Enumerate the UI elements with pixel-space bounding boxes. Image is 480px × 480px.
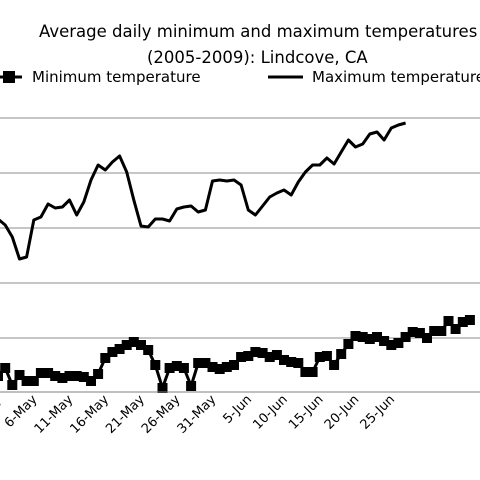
marker-minimum xyxy=(0,363,11,373)
series-line-maximum xyxy=(0,121,407,261)
marker-minimum xyxy=(464,315,475,325)
marker-minimum xyxy=(321,351,332,361)
marker-minimum xyxy=(143,345,154,355)
marker-minimum xyxy=(293,358,304,368)
legend-label-maximum: Maximum temperature xyxy=(312,68,480,86)
marker-minimum xyxy=(457,317,468,327)
marker-minimum xyxy=(71,371,82,381)
marker-minimum xyxy=(443,316,454,326)
marker-minimum xyxy=(271,350,282,360)
legend-label-minimum: Minimum temperature xyxy=(32,68,201,86)
marker-minimum xyxy=(7,380,18,390)
marker-minimum xyxy=(114,344,125,354)
marker-minimum xyxy=(57,373,68,383)
marker-minimum xyxy=(236,352,247,362)
marker-minimum xyxy=(379,336,390,346)
marker-minimum xyxy=(350,331,361,341)
legend: Minimum temperature Maximum temperature xyxy=(0,68,480,86)
marker-minimum xyxy=(193,358,204,368)
marker-minimum xyxy=(286,357,297,367)
marker-minimum xyxy=(393,338,404,348)
marker-minimum xyxy=(307,367,318,377)
marker-minimum xyxy=(157,383,168,393)
marker-minimum xyxy=(35,368,46,378)
gridlines xyxy=(0,117,480,339)
marker-minimum xyxy=(436,326,447,336)
legend-marker-minimum xyxy=(3,71,15,83)
marker-minimum xyxy=(186,381,197,391)
marker-minimum xyxy=(243,351,254,361)
marker-minimum xyxy=(314,352,325,362)
chart-title-line-2: (2005-2009): Lindcove, CA xyxy=(147,48,368,67)
marker-minimum xyxy=(14,370,25,380)
marker-minimum xyxy=(257,348,268,358)
marker-minimum xyxy=(386,340,397,350)
marker-minimum xyxy=(200,358,211,368)
marker-minimum xyxy=(171,361,182,371)
marker-minimum xyxy=(357,332,368,342)
marker-minimum xyxy=(64,371,75,381)
marker-minimum xyxy=(128,337,139,347)
series-markers-minimum xyxy=(0,315,475,393)
marker-minimum xyxy=(450,324,461,334)
marker-minimum xyxy=(136,340,146,350)
marker-minimum xyxy=(250,347,261,357)
marker-minimum xyxy=(93,369,104,379)
marker-minimum xyxy=(279,355,289,365)
marker-minimum xyxy=(121,340,132,350)
marker-minimum xyxy=(364,334,375,344)
marker-minimum xyxy=(21,376,32,386)
chart-title-line-1: Average daily minimum and maximum temper… xyxy=(39,22,477,41)
marker-minimum xyxy=(214,364,225,374)
marker-minimum xyxy=(28,376,39,386)
marker-minimum xyxy=(100,353,111,363)
marker-minimum xyxy=(343,339,354,349)
marker-minimum xyxy=(107,347,118,357)
marker-minimum xyxy=(78,372,89,382)
plot-area xyxy=(0,121,475,393)
marker-minimum xyxy=(150,360,161,370)
marker-minimum xyxy=(422,333,432,343)
marker-minimum xyxy=(0,371,3,381)
marker-minimum xyxy=(86,376,96,386)
marker-minimum xyxy=(50,371,61,381)
marker-minimum xyxy=(429,326,440,336)
marker-minimum xyxy=(229,360,239,370)
marker-minimum xyxy=(400,332,411,342)
marker-minimum xyxy=(372,332,382,342)
marker-minimum xyxy=(178,363,189,373)
marker-minimum xyxy=(300,367,311,377)
marker-minimum xyxy=(43,368,54,378)
marker-minimum xyxy=(164,363,175,373)
marker-minimum xyxy=(264,352,275,362)
marker-minimum xyxy=(407,327,418,337)
marker-minimum xyxy=(414,328,425,338)
marker-minimum xyxy=(207,362,218,372)
marker-minimum xyxy=(221,362,232,372)
marker-minimum xyxy=(329,360,340,370)
marker-minimum xyxy=(336,349,347,359)
